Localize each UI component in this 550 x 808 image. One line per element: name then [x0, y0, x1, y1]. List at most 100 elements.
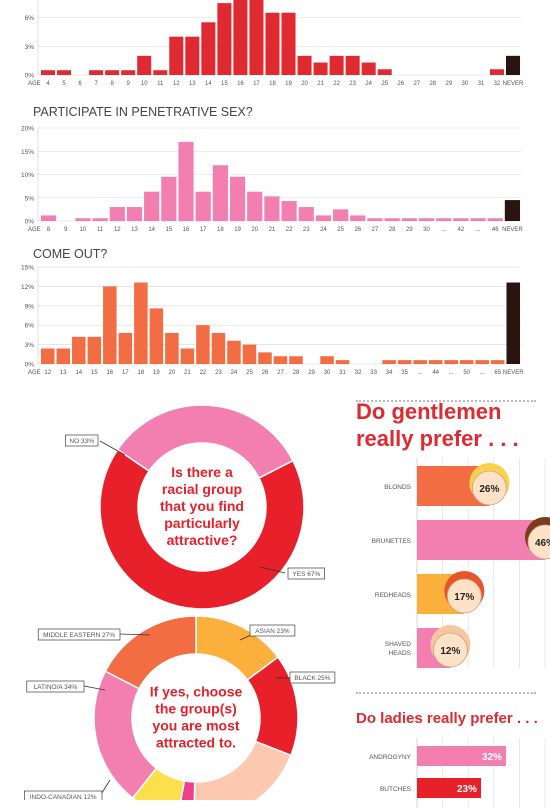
x-tick: ...	[449, 370, 454, 376]
x-tick: 25	[246, 370, 253, 376]
label-box	[26, 680, 85, 693]
bar	[201, 22, 216, 76]
bar	[401, 218, 417, 221]
gentlemen-bars: BLONDS 26% BRUNETTES 46% REDHEADS 17% SHAVED HE…	[372, 458, 550, 668]
bar	[72, 336, 86, 364]
x-tick: 27	[413, 81, 420, 87]
x-tick: 29	[406, 227, 413, 233]
x-tick: 50	[463, 370, 470, 376]
x-tick: 5	[62, 81, 66, 87]
x-tick: 27	[372, 227, 379, 233]
donut-center-text: Is there a racial group that you find parti…	[160, 464, 244, 548]
bar	[384, 218, 400, 221]
bar	[417, 746, 507, 766]
bar	[89, 70, 104, 75]
bar	[418, 218, 435, 221]
ladies-bars: ANDROGYNY 32% BUTCHES 23%	[369, 738, 546, 808]
x-tick: 26	[397, 81, 404, 87]
x-tick: 23	[303, 227, 310, 233]
y-tick: 5%	[25, 195, 35, 202]
y-tick: 0%	[25, 219, 35, 226]
donut-slice	[193, 740, 292, 800]
age-label: AGE	[28, 370, 41, 376]
x-tick: 28	[429, 81, 436, 87]
face-icon	[471, 470, 507, 506]
x-tick: 15	[221, 81, 228, 87]
x-tick: 22	[200, 370, 207, 376]
x-tick: 23	[215, 370, 222, 376]
bar	[103, 286, 117, 364]
bar	[297, 55, 312, 75]
label-box	[37, 628, 121, 641]
x-tick: 20	[251, 227, 258, 233]
slice-label: INDO-CANADIAN 12%	[30, 794, 97, 800]
histogram-come-out: COME OUT? 0% 3% 6% 9% 12% 15% AGE 12 13 14 15 16 17 18…	[21, 247, 524, 376]
bar	[487, 218, 503, 221]
x-tick: 34	[386, 370, 393, 376]
y-tick: 20%	[21, 126, 34, 133]
bar	[87, 336, 102, 364]
bar-label: HEADS	[389, 650, 412, 657]
bar	[57, 70, 72, 75]
x-tick: ...	[476, 227, 481, 233]
x-tick: 14	[75, 370, 82, 376]
slice-label: YES 67%	[292, 571, 320, 578]
x-tick: 29	[446, 81, 453, 87]
x-tick: 16	[183, 227, 190, 233]
bar	[361, 62, 376, 75]
bar	[436, 218, 452, 221]
chart-title: COME OUT?	[33, 247, 107, 261]
leader-line	[119, 633, 151, 636]
bar	[134, 282, 148, 364]
bar	[333, 209, 349, 221]
x-tick: 44	[432, 370, 439, 376]
bar	[265, 12, 280, 76]
x-tick: 27	[277, 370, 284, 376]
bar	[382, 360, 396, 364]
donut-attracted-groups: If yes, choose the group(s) you are most at…	[24, 615, 336, 800]
donut-slice	[104, 615, 197, 690]
bar-label: ANDROGYNY	[369, 754, 412, 761]
bar	[242, 344, 257, 364]
donut-racial-group: Is there a racial group that you find parti…	[65, 405, 326, 610]
x-tick: 18	[138, 370, 145, 376]
bar	[137, 55, 152, 75]
x-tick: 12	[114, 227, 121, 233]
chart-title: PARTICIPATE IN PENETRATIVE SEX?	[33, 105, 253, 119]
x-tick: 15	[91, 370, 98, 376]
x-tick: 18	[217, 227, 224, 233]
x-tick: 25	[337, 227, 344, 233]
bar	[350, 215, 366, 221]
bar	[417, 778, 481, 798]
y-tick: 6%	[25, 15, 35, 22]
bar	[417, 520, 545, 560]
bar	[470, 218, 486, 221]
x-tick: 19	[234, 227, 241, 233]
bar	[165, 332, 179, 364]
bar	[320, 356, 334, 364]
bar	[335, 360, 350, 364]
slice-label: LATINO/A 34%	[34, 684, 78, 691]
x-tick: 12	[173, 81, 180, 87]
slice-label: ASIAN 23%	[255, 628, 290, 635]
x-tick: 26	[262, 370, 269, 376]
gentlemen-title: Do gentlemen really prefer . . .	[356, 399, 519, 451]
x-tick: 28	[389, 227, 396, 233]
y-tick: 10%	[21, 172, 34, 179]
bar	[161, 176, 177, 221]
bar	[212, 165, 228, 221]
bar	[92, 218, 108, 221]
bar	[315, 215, 332, 221]
bar	[233, 0, 248, 75]
bar	[397, 360, 412, 364]
x-tick: 30	[423, 227, 430, 233]
bar	[273, 356, 288, 364]
slice-label: MIDDLE EASTERN 27%	[43, 632, 115, 639]
x-tick: 14	[205, 81, 212, 87]
x-tick: 26	[354, 227, 361, 233]
ladies-title: Do ladies really prefer . . .	[356, 710, 538, 727]
bar	[41, 348, 55, 364]
x-tick: 65	[494, 370, 501, 376]
x-tick: 19	[153, 370, 160, 376]
divider	[356, 400, 536, 402]
